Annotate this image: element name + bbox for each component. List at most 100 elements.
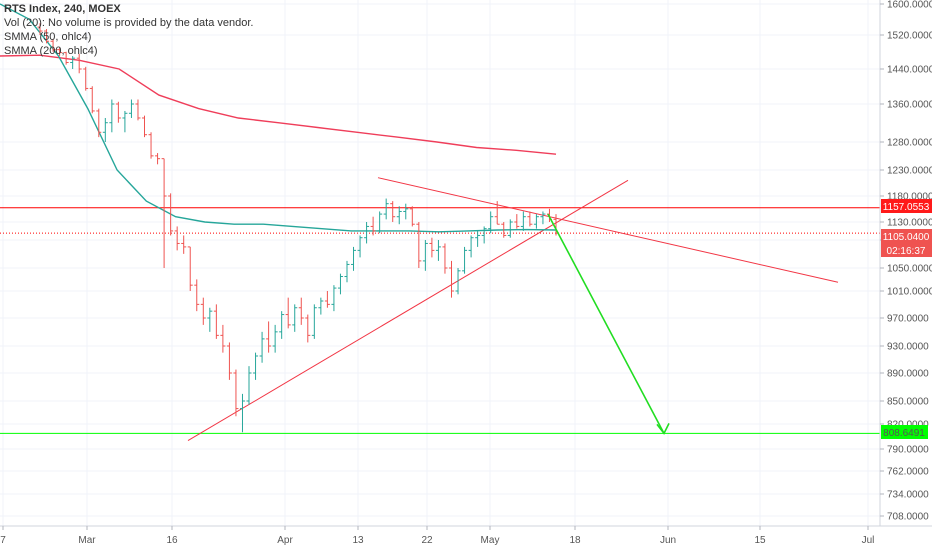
candle-18 xyxy=(155,153,161,165)
candle-27 xyxy=(213,304,219,339)
price-axis: 1600.0000 1520.0000 1440.0000 1360.0000 1280… xyxy=(880,0,932,523)
candle-13 xyxy=(122,110,128,133)
candle-72 xyxy=(507,219,513,238)
price-tick-label-4: 1280.0000 xyxy=(887,138,932,149)
candle-9 xyxy=(96,108,102,138)
candle-62 xyxy=(442,243,448,274)
price-tick-label-19: 708.0000 xyxy=(887,512,929,523)
time-tick-label-2: 16 xyxy=(166,535,178,546)
time-tick-label-9: 15 xyxy=(754,535,766,546)
candle-71 xyxy=(501,222,507,238)
candle-11 xyxy=(109,99,115,133)
candle-10 xyxy=(102,117,108,142)
time-axis: 7 Mar 16 Apr 13 22 May 18 Jun 15 Jul xyxy=(0,526,874,546)
time-tick-label-1: Mar xyxy=(78,535,96,546)
candle-58 xyxy=(416,222,422,268)
price-tick-label-10: 1010.0000 xyxy=(887,287,932,298)
time-tick-label-10: Jul xyxy=(862,535,875,546)
candle-68 xyxy=(481,226,487,244)
time-tick-label-5: 22 xyxy=(421,535,433,546)
symbol-title[interactable]: RTS Index, 240, MOEX xyxy=(4,3,121,15)
overlay-drawings xyxy=(547,213,670,435)
candle-33 xyxy=(253,352,259,380)
resistance-trendline xyxy=(377,177,839,283)
candle-61 xyxy=(435,240,441,261)
candle-75 xyxy=(527,211,533,227)
price-tick-label-6: 1180.0000 xyxy=(887,192,932,203)
support-trendline xyxy=(187,179,629,441)
candle-73 xyxy=(514,214,520,229)
candle-15 xyxy=(135,99,141,121)
time-tick-label-4: 13 xyxy=(352,535,364,546)
candle-39 xyxy=(292,304,298,332)
candle-24 xyxy=(194,279,200,312)
candle-42 xyxy=(311,304,317,339)
candle-41 xyxy=(305,314,311,343)
price-tick-label-3: 1360.0000 xyxy=(887,100,932,111)
candle-46 xyxy=(337,273,343,295)
price-tick-label-13: 890.0000 xyxy=(887,369,929,380)
candle-25 xyxy=(200,297,206,325)
candle-53 xyxy=(383,198,389,220)
candle-34 xyxy=(259,331,265,363)
candle-45 xyxy=(331,285,337,312)
price-tick-label-17: 762.0000 xyxy=(887,467,929,478)
candle-66 xyxy=(468,235,474,258)
candle-60 xyxy=(429,237,435,258)
projection-arrow-line xyxy=(547,213,665,434)
projection-arrow-head xyxy=(656,422,670,435)
candle-37 xyxy=(279,311,285,339)
candles xyxy=(37,23,559,433)
price-tick-label-12: 930.0000 xyxy=(887,342,929,353)
volume-legend[interactable]: Vol (20): No volume is provided by the d… xyxy=(4,17,254,29)
candle-5 xyxy=(70,56,76,69)
price-tick-label-9: 1050.0000 xyxy=(887,264,932,275)
price-tick-label-14: 850.0000 xyxy=(887,397,929,408)
candle-56 xyxy=(403,203,409,220)
candle-14 xyxy=(128,99,134,118)
candle-70 xyxy=(494,201,500,225)
candle-54 xyxy=(390,201,396,222)
candle-30 xyxy=(233,369,239,417)
candle-44 xyxy=(324,291,330,308)
smma200-legend[interactable]: SMMA (200, ohlc4) xyxy=(4,45,98,57)
candle-49 xyxy=(357,235,363,258)
candle-47 xyxy=(344,260,350,283)
candle-35 xyxy=(266,321,272,353)
label-1157-text: 1157.0553 xyxy=(883,202,930,213)
candle-52 xyxy=(377,211,383,234)
label-1105: 1105.0400 xyxy=(881,229,932,243)
candle-7 xyxy=(83,66,89,91)
price-tick-label-16: 790.0000 xyxy=(887,445,929,456)
candle-51 xyxy=(370,216,376,236)
smma50-legend[interactable]: SMMA (50, ohlc4) xyxy=(4,31,92,43)
candle-2 xyxy=(50,39,56,52)
candle-1 xyxy=(44,29,50,44)
label-808-text: 808.6491 xyxy=(883,428,925,439)
moving-averages xyxy=(0,3,557,233)
candle-19 xyxy=(161,158,167,268)
candle-76 xyxy=(533,214,539,229)
candle-36 xyxy=(272,324,278,353)
price-tick-label-18: 734.0000 xyxy=(887,490,929,501)
time-tick-label-8: Jun xyxy=(660,535,676,546)
candle-32 xyxy=(246,366,252,405)
label-timer: 02:16:37 xyxy=(881,243,932,257)
candle-43 xyxy=(318,297,324,315)
candle-23 xyxy=(187,246,193,291)
label-1157: 1157.0553 xyxy=(881,199,932,213)
candle-67 xyxy=(475,230,481,247)
candle-77 xyxy=(540,211,546,225)
candle-22 xyxy=(181,235,187,254)
candle-28 xyxy=(220,324,226,353)
price-tick-label-0: 1600.0000 xyxy=(887,0,932,11)
drawings xyxy=(0,177,880,441)
time-tick-label-6: May xyxy=(481,535,500,546)
candle-4 xyxy=(63,51,69,65)
price-tick-label-11: 970.0000 xyxy=(887,314,929,325)
candle-20 xyxy=(168,193,174,236)
price-tick-label-2: 1440.0000 xyxy=(887,65,932,76)
time-axis-bg[interactable] xyxy=(0,526,880,550)
